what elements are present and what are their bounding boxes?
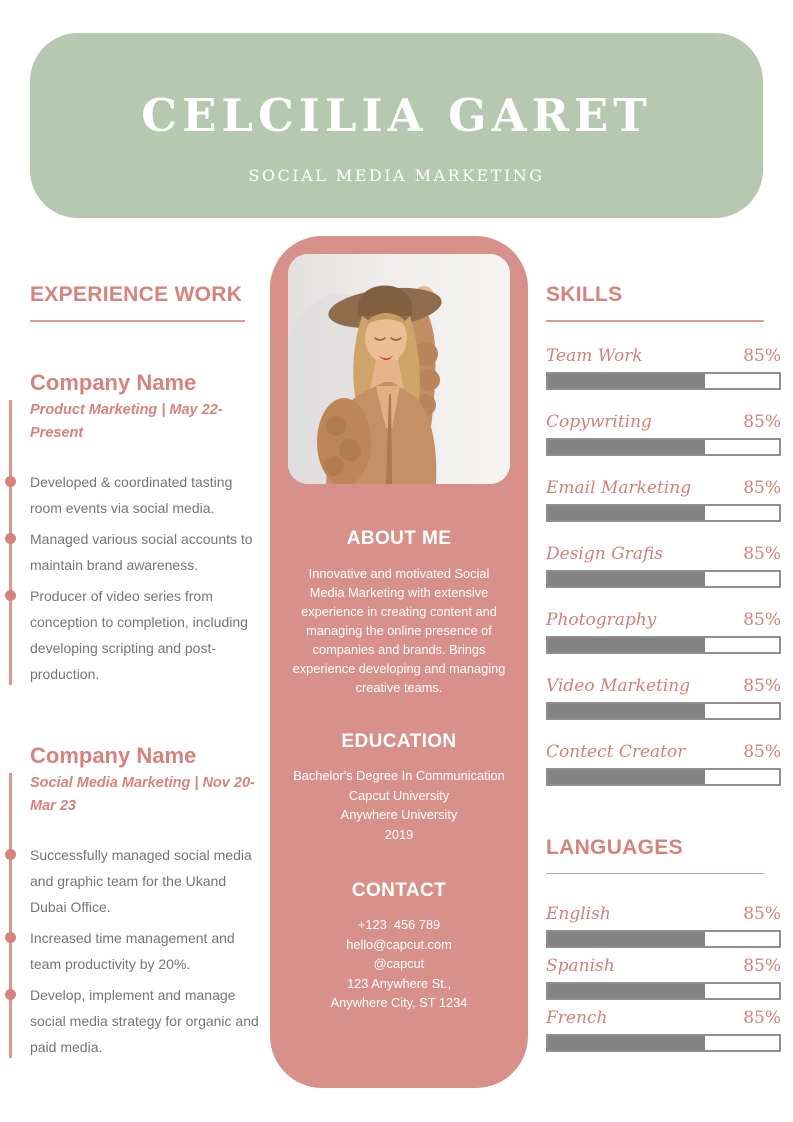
contact-email: hello@capcut.com [346,936,452,952]
divider [30,320,245,322]
experience-column: EXPERIENCE WORK Company Name Product Mar… [5,283,263,1065]
education-line: Bachelor's Degree In Communication [293,768,505,783]
skills-column: SKILLS Team Work 85% Copywriting 85% Ema… [546,283,781,1052]
list-item: Managed various social accounts to maint… [5,526,263,578]
bullet-dot-icon [5,931,16,943]
skill-row: Design Grafis 85% [546,543,781,564]
timeline-line [9,772,12,1058]
skill-bar [546,635,781,654]
contact-address-1: 123 Anywhere St., [347,975,451,991]
skill-bar [546,437,781,456]
skill-row: Copywriting 85% [546,411,781,432]
skill-row: Photography 85% [546,609,781,630]
list-item: Producer of video series from conception… [5,583,263,687]
experience-entry: Company Name Social Media Marketing | No… [5,742,263,1060]
skills-heading: SKILLS [546,283,623,306]
education-line: 2019 [384,826,414,842]
experience-heading: EXPERIENCE WORK [30,283,243,306]
list-item: Develop, implement and manage social med… [5,982,263,1060]
contact-handle: @capcut [373,956,425,971]
profile-photo [288,254,510,484]
skill-bar [546,371,781,390]
list-item: Successfully managed social media and gr… [5,842,263,920]
skill-row: Video Marketing 85% [546,675,781,696]
contact-lines: +123 456 789 hello@capcut.com @capcut 12… [270,915,528,1013]
name-title: CELCILIA GARET [141,89,652,142]
bullet-list: Successfully managed social media and gr… [5,842,263,1060]
skill-bar [546,503,781,522]
education-line: Capcut University [348,787,450,803]
bullet-dot-icon [5,532,16,544]
skill-row: Email Marketing 85% [546,477,781,498]
experience-entry: Company Name Product Marketing | May 22-… [5,369,263,687]
contact-heading: CONTACT [351,880,447,901]
header-banner: CELCILIA GARET SOCIAL MEDIA MARKETING [30,33,763,218]
skill-bar [546,767,781,786]
list-item: Developed & coordinated tasting room eve… [5,469,263,521]
company-name: Company Name [30,369,197,395]
bullet-dot-icon [5,848,16,860]
language-bar [546,982,781,1000]
list-item: Increased time management and team produ… [5,925,263,977]
language-bar [546,1034,781,1052]
bullet-dot-icon [5,589,16,601]
job-subtitle: SOCIAL MEDIA MARKETING [248,166,545,185]
education-lines: Bachelor's Degree In Communication Capcu… [270,766,528,844]
language-row: French 85% [546,1008,781,1028]
languages-heading: LANGUAGES [546,835,683,859]
skill-bar [546,569,781,588]
skill-row: Team Work 85% [546,345,781,366]
language-row: Spanish 85% [546,956,781,976]
divider [546,320,764,322]
role-dates: Product Marketing | May 22-Present [30,401,223,441]
profile-panel: ABOUT ME Innovative and motivated Social… [270,236,528,1088]
language-bar [546,930,781,948]
about-heading: ABOUT ME [346,528,452,549]
about-text: Innovative and motivated Social Media Ma… [292,566,506,695]
skill-bar [546,701,781,720]
contact-phone: +123 456 789 [357,917,441,932]
bullet-dot-icon [5,988,16,1000]
company-name: Company Name [30,742,197,768]
role-dates: Social Media Marketing | Nov 20-Mar 23 [30,774,255,814]
contact-address-2: Anywhere City, ST 1234 [330,995,468,1010]
education-heading: EDUCATION [341,731,457,752]
divider [546,872,764,874]
bullet-list: Developed & coordinated tasting room eve… [5,469,263,687]
skill-row: Contect Creator 85% [546,741,781,762]
education-line: Anywhere University [340,807,458,822]
bullet-dot-icon [5,475,16,487]
woman-portrait-illustration [288,254,510,484]
language-row: English 85% [546,904,781,924]
